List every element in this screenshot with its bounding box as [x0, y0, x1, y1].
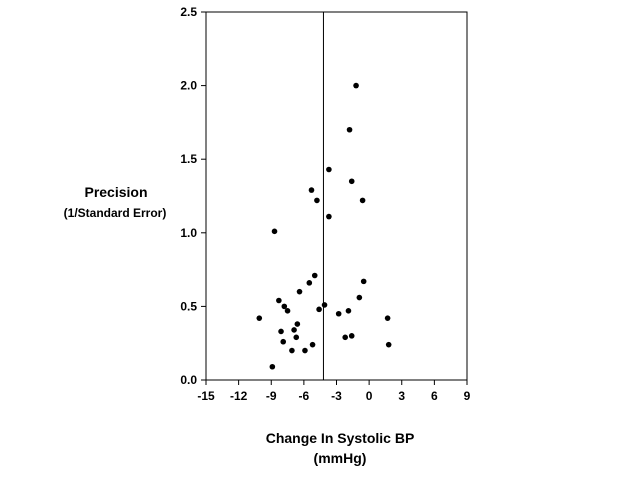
data-point — [276, 297, 282, 304]
y-tick-label: 2.0 — [180, 79, 197, 93]
data-point — [284, 308, 291, 314]
y-tick-label: 0.0 — [180, 373, 197, 387]
data-point — [321, 302, 328, 308]
data-point — [359, 197, 366, 204]
data-point — [309, 341, 316, 348]
data-point — [278, 328, 284, 335]
y-tick-label: 2.5 — [180, 5, 197, 19]
data-point — [335, 310, 342, 317]
data-point — [271, 228, 278, 235]
y-tick-label: 0.5 — [180, 299, 197, 313]
x-tick-label: -15 — [197, 389, 215, 403]
data-point — [356, 294, 363, 301]
data-point — [342, 334, 349, 341]
data-point — [360, 278, 367, 285]
data-point — [348, 178, 355, 185]
data-point — [281, 303, 288, 310]
data-point — [311, 272, 318, 279]
data-point — [293, 334, 300, 341]
data-point — [291, 327, 297, 333]
data-point — [348, 333, 355, 339]
data-point — [306, 280, 313, 286]
y-tick-label: 1.0 — [180, 226, 197, 240]
data-point — [289, 347, 295, 354]
data-point — [345, 308, 352, 314]
data-point — [353, 82, 359, 89]
data-point — [256, 315, 263, 321]
x-tick-label: -3 — [331, 389, 342, 403]
data-point — [385, 341, 392, 348]
data-point — [296, 288, 303, 295]
x-tick-label: -6 — [299, 389, 310, 403]
data-point — [346, 126, 353, 133]
x-axis-title: Change In Systolic BP — [265, 430, 415, 446]
x-tick-label: 3 — [398, 389, 405, 403]
x-tick-label: -9 — [266, 389, 277, 403]
data-point — [326, 166, 332, 173]
x-tick-label: -12 — [230, 389, 248, 403]
data-point — [314, 197, 320, 204]
x-tick-label: 0 — [366, 389, 373, 403]
x-tick-label: 6 — [431, 389, 438, 403]
data-point — [294, 321, 301, 327]
y-axis-subtitle: (1/Standard Error) — [63, 206, 167, 220]
data-point — [384, 315, 391, 321]
y-tick-label: 1.5 — [180, 152, 197, 166]
x-axis-unit: (mmHg) — [313, 450, 367, 466]
data-point — [269, 363, 276, 370]
data-point — [316, 306, 322, 313]
y-axis-title: Precision — [84, 184, 148, 200]
x-tick-label: 9 — [464, 389, 471, 403]
data-point — [326, 213, 332, 220]
data-point — [302, 347, 308, 354]
data-point — [308, 187, 315, 193]
data-point — [280, 338, 287, 345]
plot-frame — [205, 11, 468, 381]
